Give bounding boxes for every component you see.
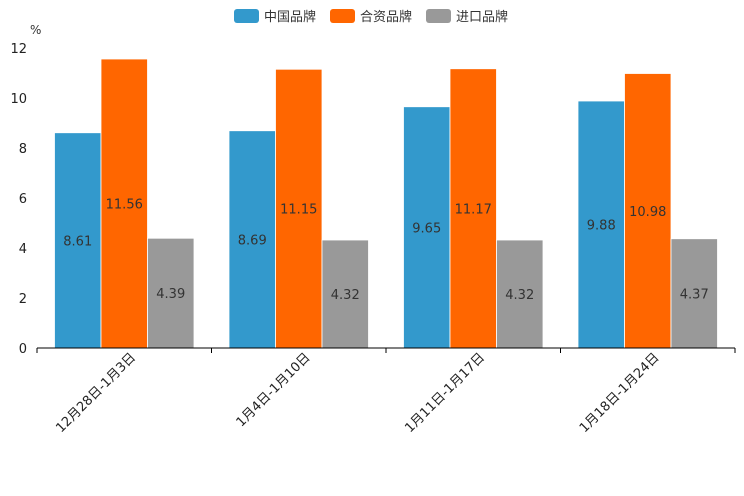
legend-label: 合资品牌 <box>360 9 412 25</box>
bar-1-1 <box>54 132 102 349</box>
x-tick-label: 1月11日-1月17日 <box>402 350 488 436</box>
data-label: 11.15 <box>280 203 317 218</box>
x-tick-label: 1月4日-1月10日 <box>234 350 314 430</box>
bars <box>54 58 718 349</box>
bar-2-1 <box>100 58 148 349</box>
y-tick-label: 6 <box>19 192 27 207</box>
data-label: 9.65 <box>412 221 441 236</box>
y-tick-label: 0 <box>19 342 27 357</box>
bar-2-4 <box>624 73 672 349</box>
x-tick-label: 12月28日-1月3日 <box>53 350 139 436</box>
bar-2-2 <box>275 68 323 349</box>
data-label: 11.56 <box>106 198 143 213</box>
y-tick-label: 10 <box>10 92 27 107</box>
y-tick-label: 2 <box>19 292 27 307</box>
legend-swatch <box>330 9 355 23</box>
legend-swatch <box>234 9 259 23</box>
legend-label: 中国品牌 <box>264 9 316 25</box>
bar-1-2 <box>228 130 276 349</box>
data-label: 8.69 <box>238 233 267 248</box>
y-axis-unit: % <box>30 23 41 37</box>
bar-3-2 <box>321 239 369 349</box>
legend-label: 进口品牌 <box>456 9 508 25</box>
legend: 中国品牌 合资品牌 进口品牌 <box>234 9 508 25</box>
data-label: 4.32 <box>331 288 360 303</box>
bar-2-3 <box>449 68 497 349</box>
data-label: 8.61 <box>63 234 92 249</box>
data-label: 4.37 <box>680 287 709 302</box>
y-tick-label: 8 <box>19 142 27 157</box>
y-tick-label: 12 <box>10 42 27 57</box>
legend-swatch <box>426 9 451 23</box>
bar-1-4 <box>577 100 625 349</box>
data-label: 11.17 <box>455 202 492 217</box>
data-label: 10.98 <box>629 205 666 220</box>
data-label: 4.39 <box>156 287 185 302</box>
data-label: 4.32 <box>505 288 534 303</box>
data-label: 9.88 <box>587 219 616 234</box>
y-tick-label: 4 <box>19 242 27 257</box>
x-axis-ticks: 12月28日-1月3日 1月4日-1月10日 1月11日-1月17日 1月18日-1月… <box>36 348 736 436</box>
bar-3-4 <box>670 238 718 349</box>
x-tick-label: 1月18日-1月24日 <box>577 350 663 436</box>
y-axis-ticks: 0 2 4 6 8 10 12 <box>10 42 27 357</box>
bar-3-1 <box>147 237 195 349</box>
data-labels: 8.61 11.56 4.39 8.69 11.15 4.32 9.65 11.17 4.32 9… <box>63 198 708 304</box>
